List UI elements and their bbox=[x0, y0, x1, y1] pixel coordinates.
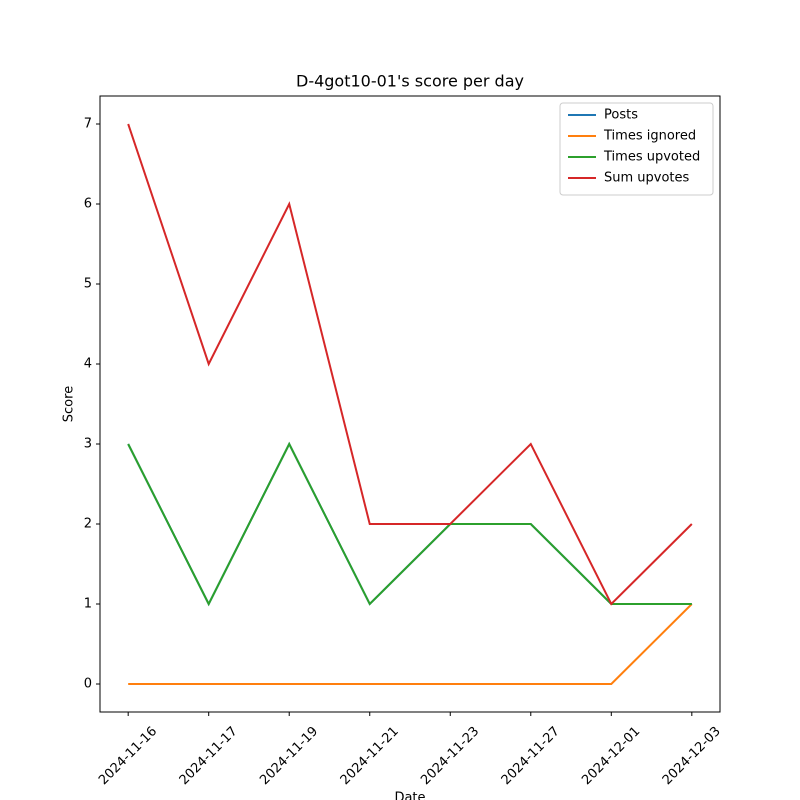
y-tick-label: 3 bbox=[84, 437, 92, 452]
x-tick-label: 2024-11-17 bbox=[177, 724, 241, 788]
legend-label: Posts bbox=[604, 108, 638, 123]
series-line bbox=[127, 123, 693, 606]
y-tick-label: 1 bbox=[84, 597, 92, 612]
x-tick-label: 2024-11-23 bbox=[418, 724, 482, 788]
x-tick-label: 2024-11-21 bbox=[338, 724, 402, 788]
legend-box bbox=[559, 102, 714, 196]
legend-label: Times upvoted bbox=[603, 150, 700, 165]
x-tick-label: 2024-11-19 bbox=[257, 724, 321, 788]
legend-label: Times ignored bbox=[603, 129, 696, 144]
series-line bbox=[128, 603, 693, 685]
y-tick-label: 6 bbox=[84, 197, 92, 212]
x-tick-label: 2024-12-01 bbox=[579, 724, 643, 788]
legend-label: Sum upvotes bbox=[604, 171, 690, 186]
y-axis-label: Score bbox=[62, 386, 77, 422]
series-line bbox=[127, 441, 692, 607]
y-tick-label: 0 bbox=[84, 677, 92, 692]
y-tick-label: 5 bbox=[84, 277, 92, 292]
x-tick-label: 2024-11-27 bbox=[499, 724, 563, 788]
x-axis-label: Date bbox=[394, 791, 425, 800]
y-tick-label: 2 bbox=[84, 517, 92, 532]
y-tick-label: 7 bbox=[84, 117, 92, 132]
plot-frame bbox=[99, 95, 721, 713]
x-tick-label: 2024-12-03 bbox=[660, 724, 724, 788]
x-tick-label: 2024-11-16 bbox=[96, 724, 160, 788]
chart-title: D-4got10-01's score per day bbox=[296, 72, 524, 91]
y-tick-label: 4 bbox=[84, 357, 92, 372]
